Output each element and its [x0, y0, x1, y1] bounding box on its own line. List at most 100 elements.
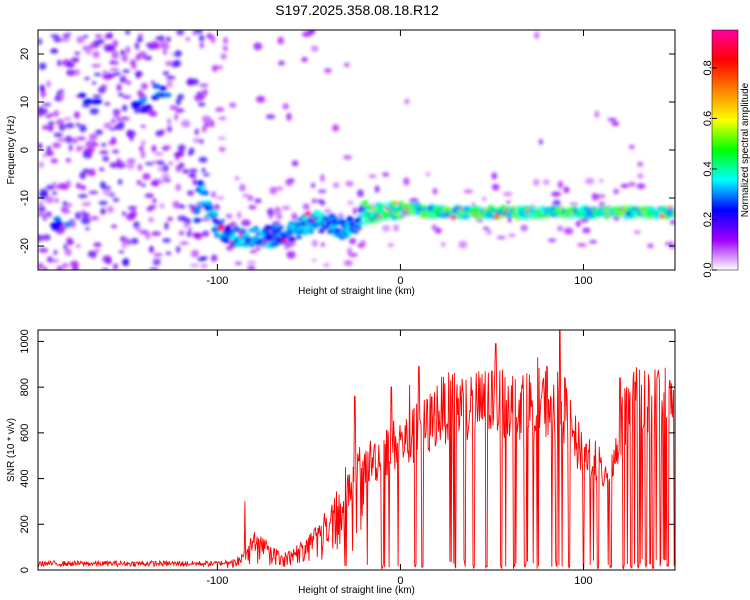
signal-cell — [206, 205, 214, 211]
noise-speck — [135, 227, 142, 233]
noise-speck — [183, 222, 190, 229]
noise-speck — [242, 193, 251, 198]
noise-speck — [103, 122, 113, 130]
noise-speck — [82, 35, 89, 39]
noise-speck — [458, 240, 468, 249]
noise-speck — [46, 80, 52, 88]
noise-burst — [163, 92, 172, 98]
noise-speck — [301, 56, 308, 63]
noise-speck — [92, 94, 102, 99]
noise-speck — [79, 124, 87, 133]
noise-speck — [569, 202, 579, 206]
noise-speck — [162, 50, 168, 55]
noise-speck — [137, 33, 144, 38]
noise-speck — [425, 172, 431, 177]
noise-speck — [225, 245, 233, 251]
noise-speck — [347, 200, 354, 206]
noise-speck — [88, 133, 98, 141]
noise-speck — [201, 125, 207, 133]
noise-speck — [82, 168, 90, 174]
noise-speck — [187, 173, 196, 178]
noise-speck — [152, 259, 161, 266]
noise-speck — [87, 168, 96, 177]
noise-speck — [557, 180, 564, 189]
noise-speck — [101, 142, 106, 148]
noise-speck — [190, 249, 200, 258]
noise-speck — [223, 36, 228, 45]
noise-speck — [149, 40, 159, 48]
noise-speck — [254, 198, 262, 204]
x-tick-label: 100 — [574, 575, 592, 587]
noise-speck — [177, 150, 182, 157]
noise-speck — [237, 211, 242, 219]
noise-speck — [44, 196, 52, 204]
noise-speck — [81, 104, 91, 108]
noise-speck — [169, 105, 178, 111]
noise-speck — [491, 172, 498, 180]
noise-burst — [94, 99, 103, 105]
noise-speck — [248, 205, 257, 210]
noise-speck — [387, 243, 394, 248]
noise-speck — [129, 135, 134, 142]
noise-speck — [482, 226, 489, 231]
signal-cell — [346, 230, 352, 237]
noise-speck — [349, 237, 357, 245]
noise-speck — [75, 182, 82, 189]
noise-speck — [62, 33, 71, 39]
noise-speck — [202, 173, 210, 177]
plot-frame — [37, 329, 676, 571]
noise-speck — [179, 241, 189, 245]
noise-speck — [38, 247, 49, 253]
noise-speck — [166, 80, 173, 88]
noise-speck — [241, 219, 251, 227]
colorbar-tick-label: 0.0 — [702, 262, 714, 277]
noise-speck — [286, 250, 296, 259]
noise-speck — [598, 178, 604, 183]
noise-speck — [636, 183, 646, 190]
noise-speck — [134, 41, 140, 50]
noise-speck — [91, 63, 102, 68]
noise-speck — [218, 116, 227, 121]
noise-speck — [163, 145, 172, 150]
noise-speck — [104, 102, 111, 106]
noise-speck — [175, 164, 182, 173]
noise-speck — [320, 242, 325, 247]
noise-speck — [255, 95, 266, 103]
signal-cell — [287, 236, 296, 242]
noise-speck — [577, 243, 587, 247]
noise-speck — [538, 138, 543, 145]
noise-speck — [547, 238, 557, 243]
noise-speck — [74, 211, 82, 220]
noise-speck — [102, 156, 110, 162]
noise-speck — [197, 102, 206, 107]
noise-speck — [80, 184, 87, 191]
noise-burst — [152, 83, 161, 89]
noise-speck — [141, 82, 148, 90]
signal-cell — [195, 206, 201, 213]
noise-speck — [508, 233, 516, 237]
noise-speck — [42, 102, 52, 107]
noise-speck — [94, 34, 103, 38]
noise-speck — [275, 186, 284, 191]
snr-line — [38, 330, 675, 570]
signal-cell — [271, 240, 277, 245]
noise-burst — [131, 103, 140, 109]
y-tick-label: 600 — [19, 424, 31, 442]
noise-speck — [107, 32, 113, 38]
noise-speck — [116, 157, 121, 166]
noise-speck — [482, 196, 487, 201]
noise-speck — [333, 182, 340, 188]
noise-speck — [129, 59, 137, 67]
noise-speck — [126, 129, 132, 138]
noise-speck — [345, 180, 354, 187]
noise-speck — [62, 201, 68, 206]
noise-speck — [265, 114, 276, 120]
noise-speck — [213, 203, 220, 211]
y-tick-label: 0 — [19, 567, 31, 573]
noise-speck — [211, 65, 218, 72]
noise-speck — [66, 237, 73, 245]
signal-cell — [226, 225, 232, 230]
noise-speck — [77, 194, 88, 199]
noise-speck — [68, 144, 73, 152]
noise-burst — [51, 225, 60, 231]
